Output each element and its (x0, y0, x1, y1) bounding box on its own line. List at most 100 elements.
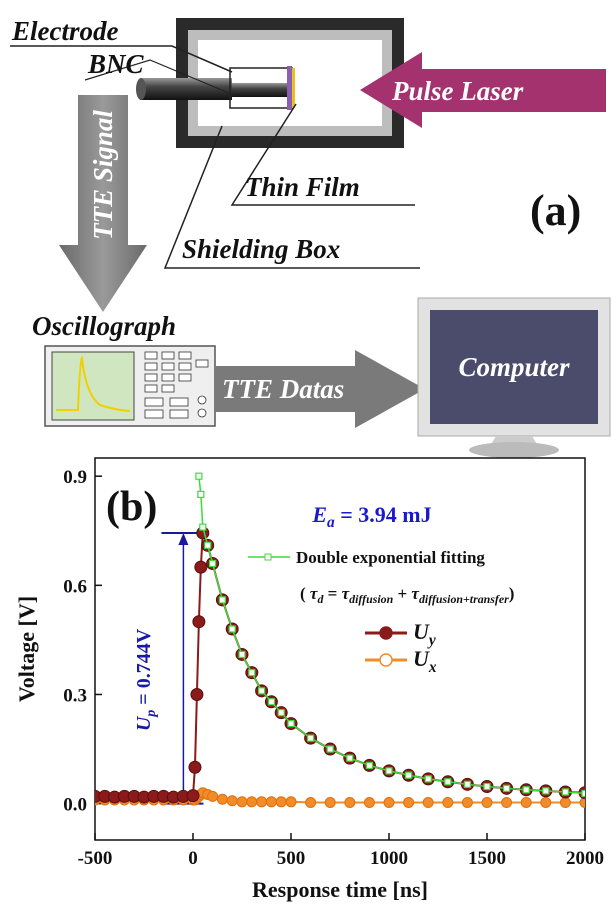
monitor-base (469, 442, 559, 458)
fit-note: ( τd = τdiffusion + τdiffusion+transfer) (300, 584, 514, 606)
point (521, 798, 531, 808)
point (345, 798, 355, 808)
label: Shielding Box (182, 234, 340, 264)
point (308, 735, 314, 741)
point (208, 791, 218, 801)
chart: (b) Ea = 3.94 mJ ( τd = τdiffusion + τdi… (14, 458, 604, 902)
point (406, 772, 412, 778)
point (462, 798, 472, 808)
point (276, 797, 286, 807)
figure: Electrode BNC Pulse Laser TTE Signal Thi… (0, 0, 611, 909)
point (541, 798, 551, 808)
point (523, 787, 529, 793)
y-axis-title: Voltage [V] (14, 596, 39, 702)
point (286, 797, 296, 807)
point (217, 794, 227, 804)
legend-marker (265, 554, 271, 560)
legend-label: Ux (413, 646, 437, 676)
label: Computer (458, 352, 570, 382)
point (198, 491, 204, 497)
point (423, 798, 433, 808)
point (191, 688, 203, 700)
point (562, 789, 568, 795)
point (278, 710, 284, 716)
point (189, 761, 201, 773)
page: Electrode BNC Pulse Laser TTE Signal Thi… (0, 0, 611, 909)
point (268, 699, 274, 705)
x-tick-label: 1500 (468, 848, 506, 869)
point (266, 797, 276, 807)
x-tick-label: -500 (78, 848, 113, 869)
point (196, 473, 202, 479)
point (288, 721, 294, 727)
y-tick-label: 0.3 (63, 685, 87, 706)
point (325, 798, 335, 808)
point (484, 784, 490, 790)
point (205, 542, 211, 548)
x-tick-label: 500 (277, 848, 306, 869)
label: Electrode (11, 16, 118, 46)
panel-label: (a) (530, 186, 581, 235)
point (239, 651, 245, 657)
x-tick-label: 1000 (370, 848, 408, 869)
point (200, 524, 206, 530)
peak-note: Up = 0.744V (133, 628, 159, 731)
point (445, 779, 451, 785)
point (560, 798, 570, 808)
x-axis-title: Response time [ns] (252, 877, 428, 902)
point (229, 626, 235, 632)
y-tick-label: 0.9 (63, 467, 87, 488)
point (210, 561, 216, 567)
point (582, 790, 588, 796)
point (504, 785, 510, 791)
point (327, 746, 333, 752)
series-line (95, 533, 585, 797)
point (219, 597, 225, 603)
point (306, 798, 316, 808)
oscilloscope (45, 346, 215, 426)
arrow-head (178, 533, 188, 545)
point (364, 798, 374, 808)
point (195, 561, 207, 573)
point (443, 798, 453, 808)
film-layer (292, 68, 295, 108)
legend-marker (380, 654, 392, 666)
point (404, 798, 414, 808)
point (366, 762, 372, 768)
x-tick-label: 0 (188, 848, 198, 869)
point (482, 798, 492, 808)
series (89, 527, 591, 803)
label: Oscillograph (32, 311, 176, 341)
legend-marker (380, 627, 392, 639)
point (502, 798, 512, 808)
point (259, 688, 265, 694)
point (249, 670, 255, 676)
legend-label: Uy (413, 619, 436, 649)
electrode (232, 83, 287, 97)
thin-film (287, 66, 292, 110)
point (464, 781, 470, 787)
legend-label: Double exponential fitting (296, 548, 485, 567)
panel-label: (b) (106, 484, 157, 530)
y-tick-label: 0.6 (63, 576, 87, 597)
point (347, 755, 353, 761)
point (187, 790, 199, 802)
bnc-end (136, 78, 146, 100)
label: TTE Datas (222, 374, 344, 404)
point (543, 788, 549, 794)
point (247, 797, 257, 807)
point (257, 797, 267, 807)
label: TTE Signal (88, 110, 118, 240)
point (237, 797, 247, 807)
label: Pulse Laser (391, 76, 524, 106)
energy-note: Ea = 3.94 mJ (311, 502, 431, 531)
point (227, 796, 237, 806)
point (425, 776, 431, 782)
y-tick-label: 0.0 (63, 795, 87, 816)
x-tick-label: 2000 (566, 848, 604, 869)
label: Thin Film (245, 172, 360, 202)
point (386, 768, 392, 774)
diagram: Electrode BNC Pulse Laser TTE Signal Thi… (10, 16, 610, 458)
point (384, 798, 394, 808)
label: BNC (87, 49, 145, 79)
